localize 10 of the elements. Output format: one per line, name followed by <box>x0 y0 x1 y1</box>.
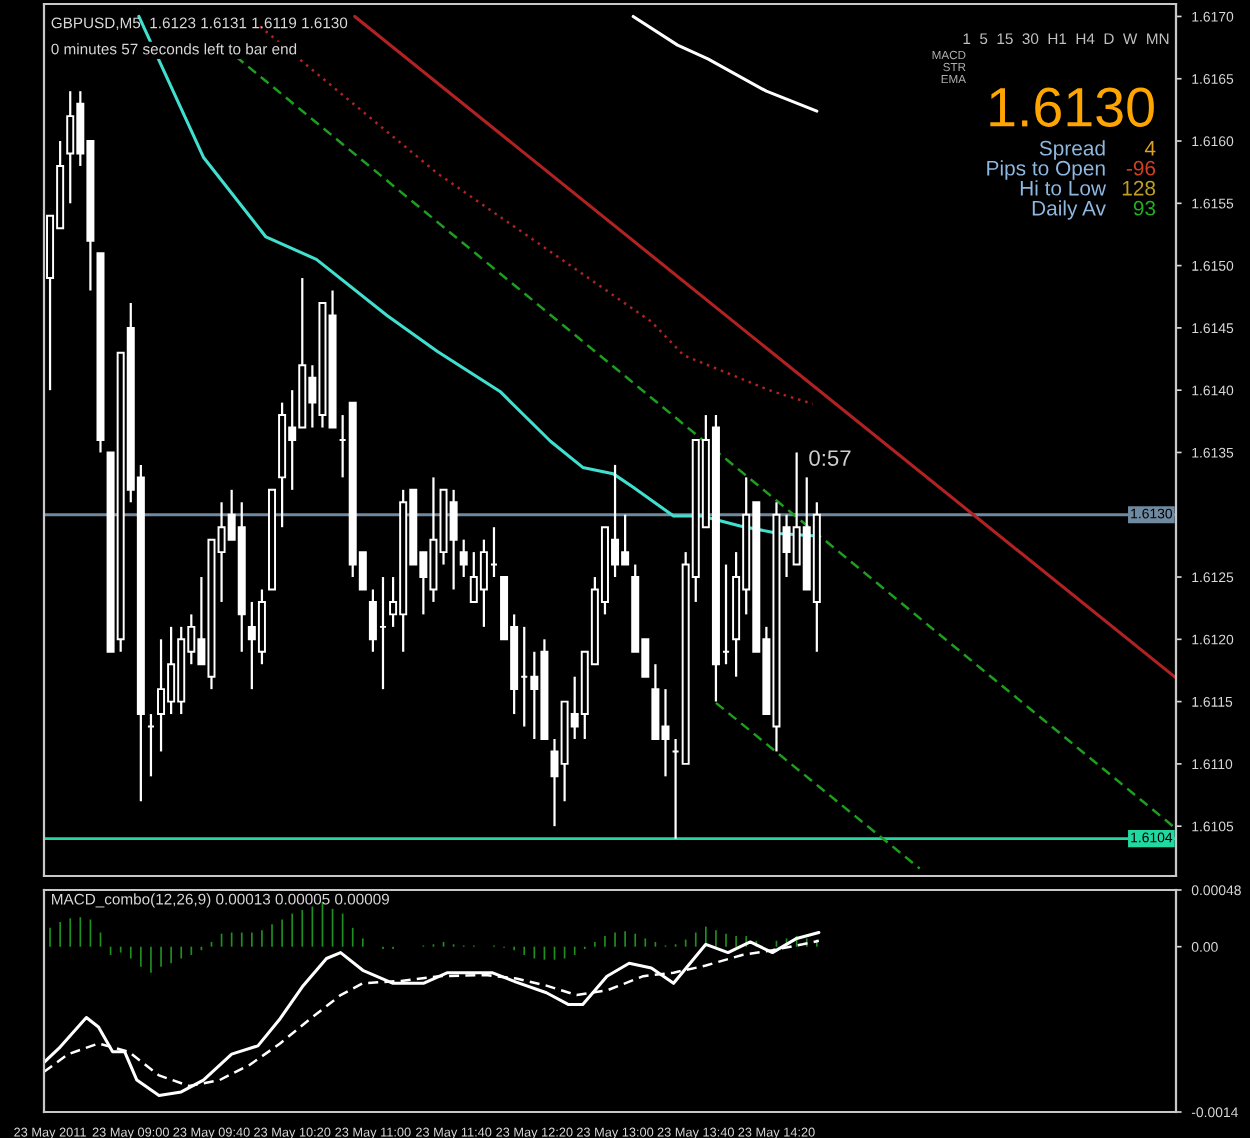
annotation: Pips to Open <box>987 160 1105 180</box>
annotation: 128 <box>1122 180 1156 196</box>
annotation: -96 <box>1126 160 1156 176</box>
annotation: Spread <box>1039 140 1105 160</box>
annotation: 0:57 <box>809 450 851 466</box>
annotation: Hi to Low <box>1020 180 1107 196</box>
annotation: 93 <box>1133 200 1156 216</box>
annotation: 4 <box>1144 141 1156 156</box>
annotation: 1.6130 <box>990 87 1154 127</box>
annotation: Daily Av <box>1032 200 1106 220</box>
